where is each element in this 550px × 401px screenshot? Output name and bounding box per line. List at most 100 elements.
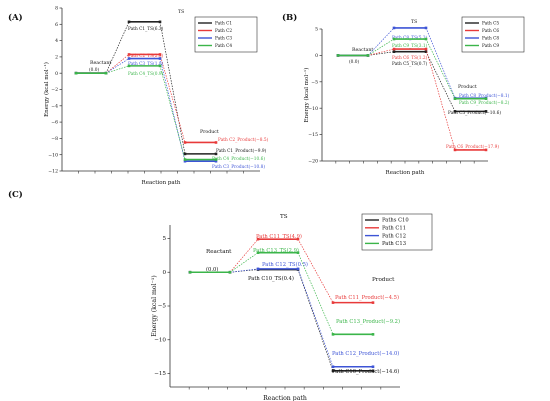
- y-axis-label: Energy (kcal mol⁻¹): [151, 275, 158, 337]
- y-tick-label: −4: [51, 103, 58, 109]
- stage-label-ts: TS: [411, 19, 417, 25]
- y-tick-label: 4: [55, 38, 58, 44]
- ts-label: Path C3_TS(1.8): [128, 62, 164, 67]
- level-marker: [453, 110, 457, 113]
- level-marker: [424, 37, 428, 41]
- level-marker: [127, 57, 131, 60]
- connector: [229, 268, 259, 273]
- level-marker: [183, 141, 187, 144]
- ts-label: Path C5_TS(0.7): [392, 62, 428, 67]
- level-marker: [371, 369, 375, 373]
- connector: [105, 54, 130, 74]
- connector: [425, 51, 456, 112]
- level-marker: [336, 54, 340, 57]
- level-marker: [424, 50, 428, 54]
- y-tick-label: −10: [48, 152, 58, 158]
- series-path-c13: Path C13_TS(2.9) Path C13_Product(−9.2): [188, 247, 400, 336]
- level-marker: [392, 26, 396, 30]
- level-marker: [188, 270, 192, 274]
- legend-entry: Path C2: [215, 29, 232, 34]
- legend-entry: Path C5: [482, 22, 499, 27]
- level-marker: [424, 26, 428, 30]
- legend-entry: Path C9: [482, 44, 499, 49]
- level-marker: [296, 237, 300, 241]
- legend: Path C1 Path C2 Path C3 Path C4: [194, 16, 258, 53]
- product-label: Path C5_Product(−10.6): [448, 111, 501, 116]
- level-marker: [424, 47, 428, 51]
- ts-label: Path C13_TS(2.9): [253, 247, 299, 254]
- connector: [105, 58, 130, 74]
- ts-label: Path C12_TS(0.5): [262, 261, 308, 268]
- ts-label: Path C9_TS(3.1): [392, 44, 428, 49]
- level-marker: [371, 333, 375, 336]
- y-tick-label: 8: [55, 6, 58, 12]
- y-tick-label: 6: [55, 22, 58, 28]
- level-marker: [371, 301, 375, 304]
- ts-label: Path C6_TS(1.2): [392, 56, 428, 61]
- panel-label: (A): [8, 12, 23, 23]
- product-label: Path C10_Product(−14.6): [332, 368, 399, 375]
- connector: [159, 65, 186, 160]
- y-tick-label: −8: [51, 136, 58, 142]
- level-marker: [214, 141, 218, 144]
- series-path-c4: Path C4_TS(0.9) Path C4_Product(−10.6): [74, 64, 265, 162]
- product-label: Path C8_Product(−8.1): [459, 94, 510, 99]
- connector: [367, 51, 395, 56]
- level-marker: [371, 365, 375, 369]
- level-marker: [74, 71, 78, 75]
- level-marker: [331, 365, 335, 369]
- ts-label: Path C11_TS(4.9): [256, 233, 302, 240]
- y-tick-label: −10: [308, 106, 318, 112]
- legend-entry: Path C12: [382, 233, 406, 239]
- series-path-c2: Path C2_TS(2.3) Path C2_Product(−8.5): [74, 53, 269, 144]
- ts-label: Path C1_TS(6.3): [128, 27, 164, 32]
- level-marker: [228, 270, 232, 274]
- level-marker: [256, 237, 260, 241]
- level-marker: [158, 64, 162, 68]
- level-marker: [484, 110, 488, 113]
- level-marker: [392, 37, 396, 41]
- panel-3: (C) 5 0 −5 −10 −15 Energy (kcal mol⁻¹) Reaction…: [8, 189, 433, 401]
- connector: [159, 58, 186, 162]
- level-marker: [104, 71, 108, 75]
- ts-label: Path C4_TS(0.9): [128, 72, 164, 77]
- x-axis-label: Reaction path: [386, 170, 425, 176]
- level-marker: [392, 47, 396, 51]
- stage-label-ts: TS: [178, 9, 184, 15]
- level-marker: [127, 64, 131, 68]
- level-marker: [296, 251, 300, 254]
- y-tick-label: 2: [55, 55, 58, 61]
- level-marker: [453, 97, 457, 100]
- connector: [297, 252, 334, 335]
- series-path-c12: Path C12_TS(0.5) Path C12_Product(−14.0): [188, 261, 399, 369]
- level-marker: [331, 369, 335, 373]
- ts-label: Path C10_TS(0.4): [248, 275, 294, 282]
- level-marker: [183, 158, 187, 161]
- stage-label-product: Product: [200, 129, 219, 135]
- level-marker: [392, 50, 396, 54]
- connector: [367, 48, 395, 56]
- legend-entry: Path C13: [382, 241, 406, 247]
- level-marker: [296, 267, 300, 271]
- level-marker: [256, 267, 260, 271]
- legend-entry: Path C11: [382, 226, 406, 232]
- connector: [105, 65, 130, 74]
- y-tick-label: −15: [154, 371, 166, 377]
- series-path-c9: Path C9_TS(3.1) Path C9_Product(−8.2): [336, 37, 510, 106]
- level-marker: [256, 251, 260, 254]
- x-axis-label: Reaction path: [263, 395, 307, 401]
- level-marker: [331, 301, 335, 304]
- y-tick-label: −6: [51, 120, 58, 126]
- y-axis-label: Energy (kcal mol⁻¹): [43, 62, 50, 117]
- level-marker: [183, 159, 187, 163]
- product-label: Path C1_Product(−9.9): [216, 149, 267, 154]
- product-label: Path C3_Product(−10.8): [212, 165, 265, 170]
- product-label: Path C11_Product(−4.5): [335, 294, 399, 301]
- x-axis-label: Reaction path: [142, 180, 181, 186]
- product-label: Path C6_Product(−17.9): [446, 145, 499, 150]
- reactant-value-label: (0.0): [206, 266, 218, 273]
- connector: [297, 269, 334, 371]
- level-marker: [484, 97, 488, 100]
